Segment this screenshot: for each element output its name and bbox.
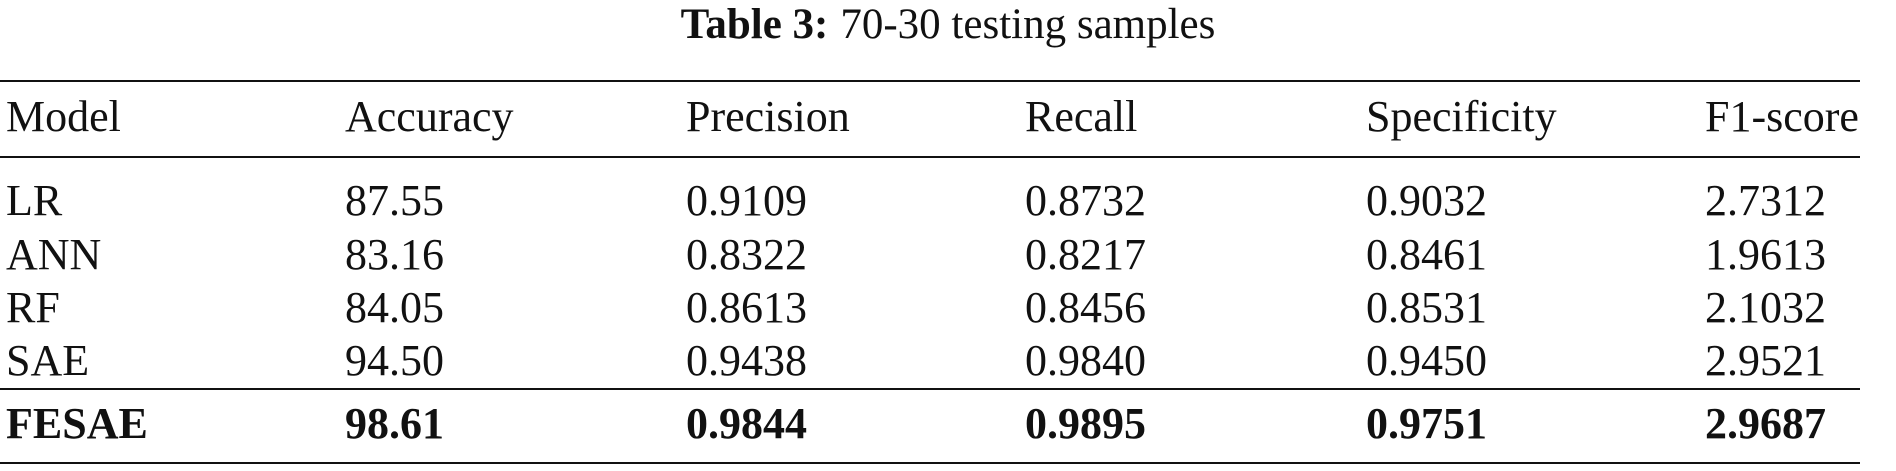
table-cell: 0.8531 bbox=[1366, 283, 1487, 332]
header-cell: Accuracy bbox=[345, 92, 514, 141]
table-caption: Table 3: 70-30 testing samples bbox=[0, 2, 1896, 48]
table-cell: 2.9687 bbox=[1705, 399, 1826, 448]
header-rule bbox=[0, 156, 1860, 158]
table-cell: 0.9751 bbox=[1366, 399, 1487, 448]
mid-rule bbox=[0, 388, 1860, 390]
table-cell: 94.50 bbox=[345, 336, 444, 385]
table-cell: 0.9844 bbox=[686, 399, 807, 448]
header-cell: Model bbox=[6, 92, 121, 141]
table-cell: 2.7312 bbox=[1705, 176, 1826, 225]
table-cell: FESAE bbox=[6, 399, 148, 448]
bottom-rule bbox=[0, 462, 1860, 464]
table-cell: 0.9109 bbox=[686, 176, 807, 225]
table-cell: 0.9032 bbox=[1366, 176, 1487, 225]
table-cell: ANN bbox=[6, 230, 102, 279]
table-cell: 2.9521 bbox=[1705, 336, 1826, 385]
table-cell: 2.1032 bbox=[1705, 283, 1826, 332]
table-cell: SAE bbox=[6, 336, 90, 385]
table-cell: 0.8613 bbox=[686, 283, 807, 332]
caption-label: Table 3: bbox=[680, 1, 829, 48]
header-cell: Recall bbox=[1025, 92, 1138, 141]
table-cell: 0.8217 bbox=[1025, 230, 1146, 279]
table-cell: 84.05 bbox=[345, 283, 444, 332]
table-cell: 87.55 bbox=[345, 176, 444, 225]
table-cell: LR bbox=[6, 176, 63, 225]
table-cell: 1.9613 bbox=[1705, 230, 1826, 279]
table-cell: RF bbox=[6, 283, 60, 332]
caption-text: 70-30 testing samples bbox=[840, 1, 1216, 48]
table-cell: 98.61 bbox=[345, 399, 444, 448]
table-cell: 0.8456 bbox=[1025, 283, 1146, 332]
header-cell: Specificity bbox=[1366, 92, 1557, 141]
top-rule bbox=[0, 80, 1860, 82]
table-cell: 0.8322 bbox=[686, 230, 807, 279]
table-cell: 0.9840 bbox=[1025, 336, 1146, 385]
header-cell: F1-score bbox=[1705, 92, 1859, 141]
header-cell: Precision bbox=[686, 92, 850, 141]
table-cell: 0.8461 bbox=[1366, 230, 1487, 279]
table-cell: 0.9450 bbox=[1366, 336, 1487, 385]
table-cell: 0.9438 bbox=[686, 336, 807, 385]
table-cell: 0.9895 bbox=[1025, 399, 1146, 448]
table-cell: 0.8732 bbox=[1025, 176, 1146, 225]
table-cell: 83.16 bbox=[345, 230, 444, 279]
